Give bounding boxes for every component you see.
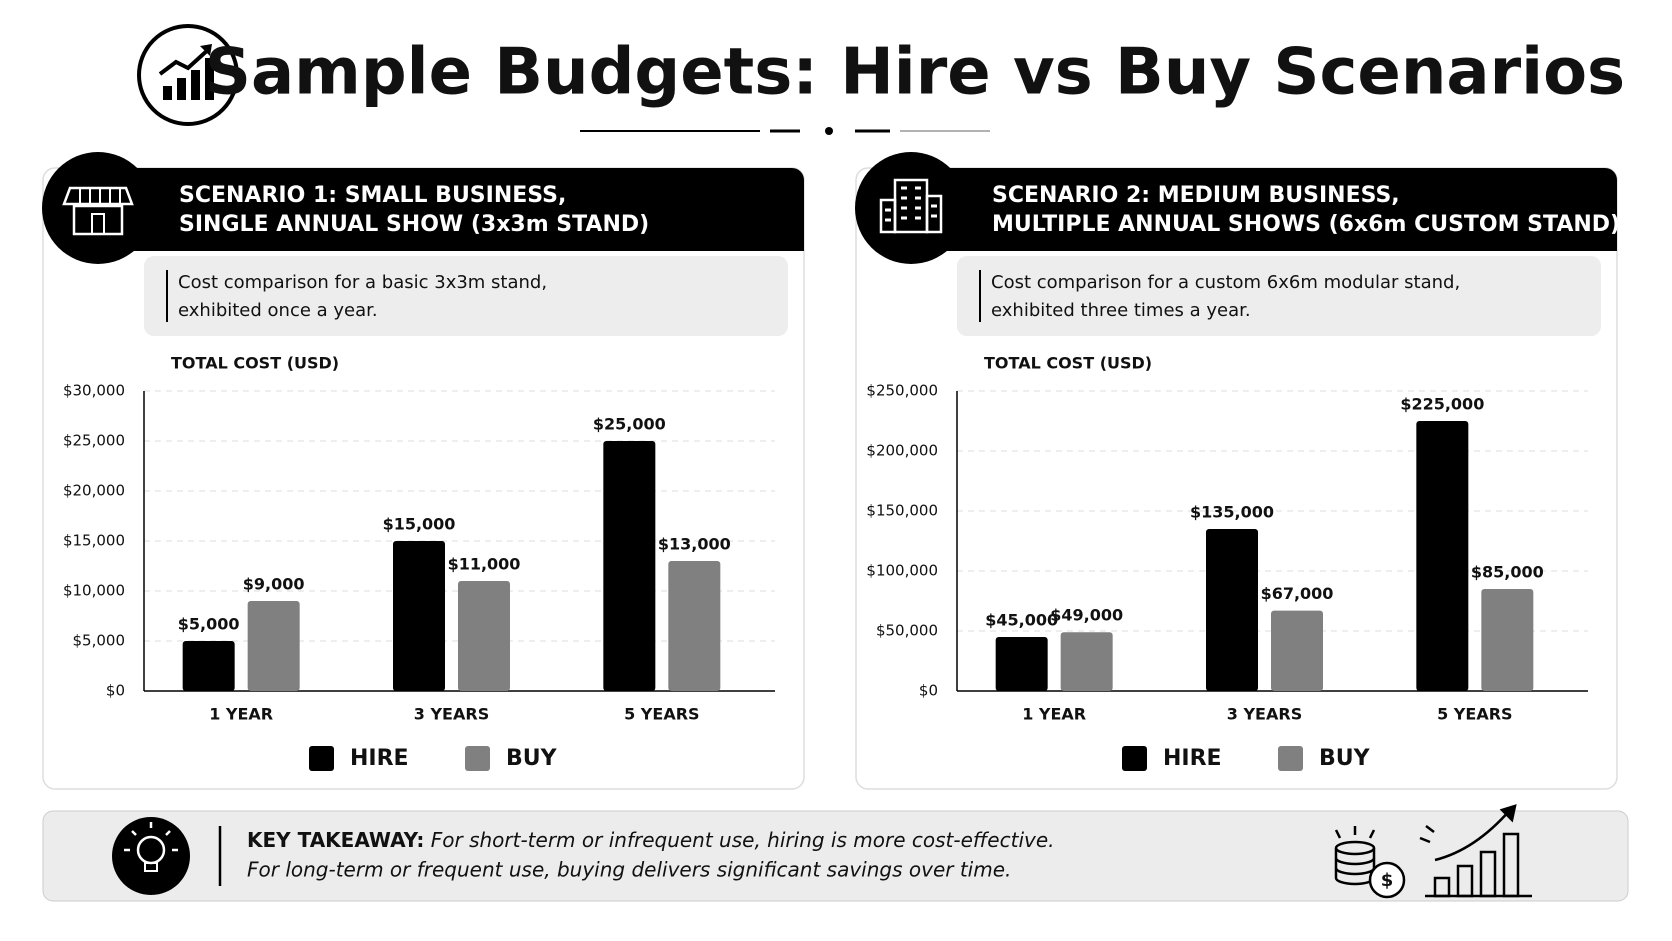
chart-panel: SCENARIO 1: SMALL BUSINESS, SINGLE ANNUAL… [42,152,805,790]
bar [1271,610,1323,691]
title-divider [580,127,990,135]
y-axis-title: TOTAL COST (USD) [171,354,339,373]
value-label: $49,000 [1050,606,1123,625]
page-title: Sample Budgets: Hire vs Buy Scenarios [205,36,1625,110]
panel-title: SCENARIO 1: SMALL BUSINESS, [179,183,566,208]
y-tick-label: $10,000 [63,582,125,600]
savings-icon: $ [1334,804,1532,899]
y-tick-label: $200,000 [866,442,938,460]
legend-swatch [1122,746,1147,771]
description-box [144,256,788,336]
description-text: Cost comparison for a custom 6x6m modula… [991,272,1460,293]
store-icon [42,152,154,264]
legend-swatch [465,746,490,771]
value-label: $45,000 [985,611,1058,630]
bar [995,637,1048,691]
panel-title: MULTIPLE ANNUAL SHOWS (6x6m CUSTOM STAND… [992,212,1620,237]
legend-label: BUY [506,746,558,771]
takeaway-line: KEY TAKEAWAY: For short-term or infreque… [247,828,1055,852]
y-tick-label: $25,000 [63,432,125,450]
legend-swatch [309,746,334,771]
value-label: $9,000 [243,575,305,594]
y-axis-title: TOTAL COST (USD) [984,354,1152,373]
legend-swatch [1278,746,1303,771]
x-tick-label: 1 YEAR [209,705,273,724]
bar [1060,632,1113,691]
value-label: $11,000 [448,555,521,574]
description-text: Cost comparison for a basic 3x3m stand, [178,272,547,293]
y-tick-label: $100,000 [866,562,938,580]
takeaway-box [42,810,1629,902]
x-tick-label: 3 YEARS [1227,705,1302,724]
y-tick-label: $0 [106,682,125,700]
panel-title: SINGLE ANNUAL SHOW (3x3m STAND) [179,212,649,237]
building-icon [855,152,967,264]
takeaway-text: For long-term or frequent use, buying de… [247,858,1011,882]
y-tick-label: $150,000 [866,502,938,520]
legend-label: HIRE [350,746,409,771]
bar [603,441,656,691]
title-logo [137,24,239,126]
value-label: $67,000 [1261,584,1334,603]
y-tick-label: $30,000 [63,382,125,400]
value-label: $15,000 [383,515,456,534]
y-tick-label: $20,000 [63,482,125,500]
bar [668,561,721,691]
legend-label: HIRE [1163,746,1222,771]
takeaway-text: For short-term or infrequent use, hiring… [431,828,1055,852]
y-tick-label: $5,000 [73,632,126,650]
y-tick-label: $0 [919,682,938,700]
value-label: $85,000 [1471,563,1544,582]
value-label: $5,000 [178,615,240,634]
description-text: exhibited once a year. [178,300,378,321]
x-tick-label: 3 YEARS [414,705,489,724]
bar [1206,529,1258,691]
bar [247,601,300,691]
svg-text:$: $ [1381,870,1394,891]
bulb-icon [112,817,190,895]
bar [458,581,510,691]
y-tick-label: $250,000 [866,382,938,400]
bar [393,541,445,691]
description-box [957,256,1601,336]
x-tick-label: 5 YEARS [624,705,699,724]
value-label: $13,000 [658,535,731,554]
bar [1481,589,1534,691]
chart-panel: SCENARIO 2: MEDIUM BUSINESS, MULTIPLE ANN… [855,152,1620,790]
panel-title: SCENARIO 2: MEDIUM BUSINESS, [992,183,1400,208]
x-tick-label: 5 YEARS [1437,705,1512,724]
x-tick-label: 1 YEAR [1022,705,1086,724]
panel-header [909,168,1617,251]
description-text: exhibited three times a year. [991,300,1251,321]
takeaway-label: KEY TAKEAWAY: [247,828,424,852]
value-label: $25,000 [593,415,666,434]
bar [182,641,235,691]
panel-header [96,168,804,251]
y-tick-label: $15,000 [63,532,125,550]
bar [1416,421,1469,691]
y-tick-label: $50,000 [876,622,938,640]
value-label: $225,000 [1400,395,1484,414]
legend-label: BUY [1319,746,1371,771]
value-label: $135,000 [1190,503,1274,522]
